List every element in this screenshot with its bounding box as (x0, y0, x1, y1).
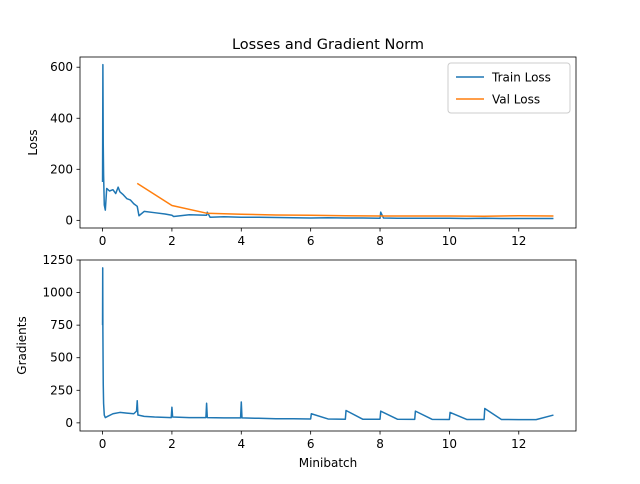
figure-title: Losses and Gradient Norm (232, 37, 424, 53)
axes-frame (79, 56, 577, 229)
series-line-gradients (101, 267, 554, 421)
x-tick-label: 4 (237, 437, 245, 451)
loss-subplot: 0 2 4 6 8 10 12 0 200 400 600 Loss Train Loss Val Los… (26, 56, 577, 248)
y-tick-label: 750 (50, 318, 73, 332)
y-tick-label: 250 (50, 383, 73, 397)
x-tick-label: 0 (99, 437, 107, 451)
legend-entry: Val Loss (492, 93, 540, 107)
y-tick-label: 600 (50, 60, 73, 74)
y-tick-label: 200 (50, 162, 73, 176)
x-tick-label: 0 (99, 234, 107, 248)
x-tick-label: 10 (442, 437, 457, 451)
legend: Train Loss Val Loss (447, 62, 571, 114)
series-line-train-loss (101, 63, 554, 220)
x-tick-label: 12 (511, 234, 526, 248)
legend-box (447, 62, 571, 114)
axes-frame (79, 259, 577, 432)
y-axis-label: Loss (26, 129, 40, 155)
y-tick-label: 400 (50, 111, 73, 125)
x-tick-label: 8 (376, 437, 384, 451)
x-tick-label: 2 (168, 234, 176, 248)
x-axis-label: Minibatch (299, 456, 358, 470)
x-tick-label: 4 (237, 234, 245, 248)
y-tick-label: 0 (65, 416, 73, 430)
y-axis-label: Gradients (15, 316, 29, 374)
x-tick-label: 8 (376, 234, 384, 248)
legend-entry: Train Loss (491, 71, 551, 85)
y-tick-label: 1250 (42, 253, 73, 267)
series-line-val-loss (136, 182, 554, 218)
x-tick-label: 6 (307, 234, 315, 248)
y-tick-label: 1000 (42, 286, 73, 300)
x-tick-label: 12 (511, 437, 526, 451)
x-tick-label: 10 (442, 234, 457, 248)
y-tick-label: 500 (50, 351, 73, 365)
x-tick-label: 6 (307, 437, 315, 451)
gradient-subplot: 0 2 4 6 8 10 12 0 250 500 750 1000 1250 Gradients Mini… (15, 253, 577, 470)
y-tick-label: 0 (65, 213, 73, 227)
x-tick-label: 2 (168, 437, 176, 451)
